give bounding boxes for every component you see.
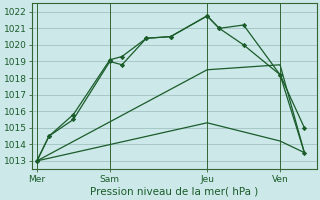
X-axis label: Pression niveau de la mer( hPa ): Pression niveau de la mer( hPa ) — [90, 187, 259, 197]
